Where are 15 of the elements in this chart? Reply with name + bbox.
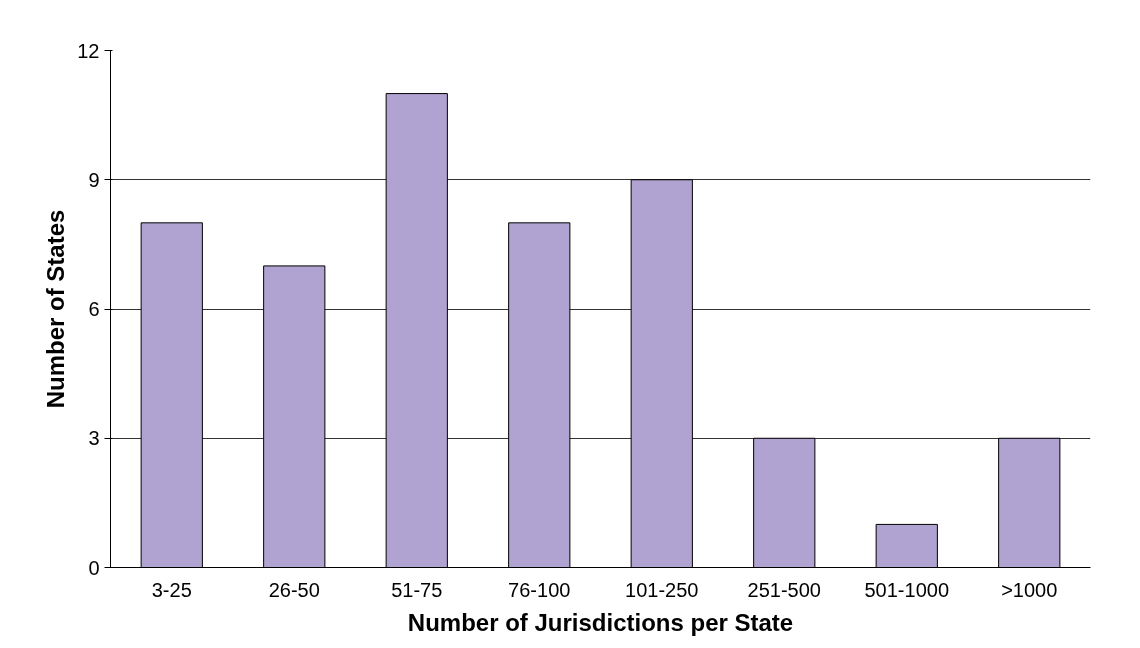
y-tick-label: 12 xyxy=(77,39,100,62)
x-tick-label: 101-250 xyxy=(625,578,699,601)
y-axis-title: Number of States xyxy=(42,209,70,409)
x-tick-label: 26-50 xyxy=(268,578,320,601)
x-tick-label: 76-100 xyxy=(508,578,571,601)
x-tick-label: 501-1000 xyxy=(864,578,950,601)
y-tick-label: 0 xyxy=(88,556,100,579)
x-axis-title: Number of Jurisdictions per State xyxy=(407,608,794,636)
x-tick-label: 251-500 xyxy=(747,578,821,601)
y-tick-label: 3 xyxy=(88,427,100,450)
y-tick-label: 6 xyxy=(88,298,100,320)
x-tick-label: >1000 xyxy=(1001,578,1058,601)
x-tick-label: 3-25 xyxy=(151,578,192,601)
x-tick-label: 51-75 xyxy=(391,578,443,601)
y-tick-label: 9 xyxy=(88,168,100,191)
